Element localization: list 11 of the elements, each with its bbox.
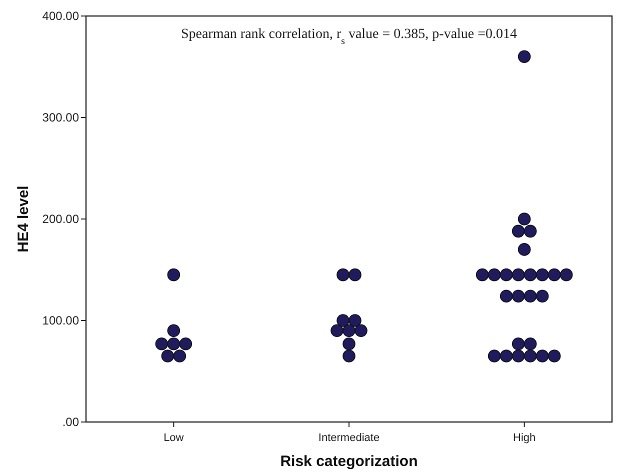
y-tick-label: .00 (62, 415, 80, 430)
y-tick-label: 400.00 (42, 9, 80, 24)
annotation: Spearman rank correlation, r$_{s}$ value = 0.385, p-value =0.014 (180, 27, 518, 46)
y-tick-label: 300.00 (42, 110, 80, 125)
x-tick-label: Low (164, 432, 184, 444)
x-axis-title: Risk categorization (280, 453, 418, 470)
y-tick-label: 100.00 (42, 314, 80, 328)
x-tick-label: High (513, 432, 536, 444)
y-tick-label: 200.00 (42, 212, 80, 226)
y-axis-title: HE4 level (15, 186, 32, 252)
x-tick-label: Intermediate (318, 432, 380, 444)
